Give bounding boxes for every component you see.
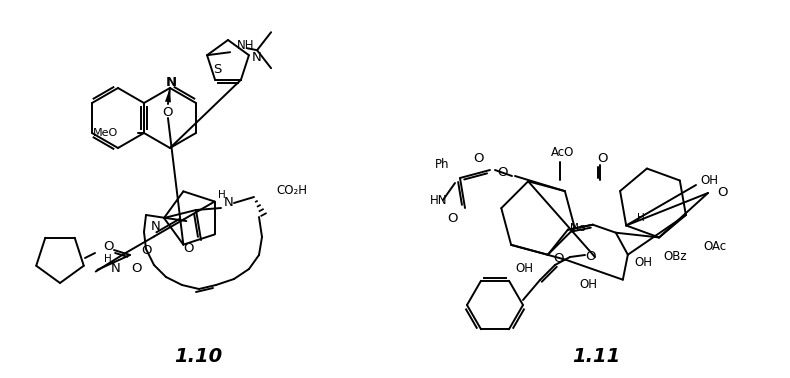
Text: O: O	[447, 212, 457, 225]
Text: O: O	[718, 186, 728, 200]
Text: H: H	[637, 213, 645, 223]
Text: O: O	[103, 240, 113, 254]
Text: 1.11: 1.11	[572, 347, 620, 366]
Text: S: S	[213, 63, 221, 76]
Text: 1.10: 1.10	[174, 347, 222, 366]
Text: O: O	[472, 152, 483, 164]
Text: N: N	[151, 220, 161, 232]
Text: AcO: AcO	[551, 146, 574, 158]
Text: OAc: OAc	[703, 240, 726, 253]
Text: H: H	[218, 190, 226, 200]
Text: O: O	[132, 262, 142, 274]
Text: OH: OH	[700, 175, 718, 187]
Text: O: O	[141, 244, 151, 257]
Text: N: N	[252, 51, 261, 64]
Text: O: O	[553, 251, 563, 265]
Text: Me: Me	[570, 223, 585, 233]
Text: O: O	[163, 105, 173, 118]
Text: OH: OH	[579, 277, 597, 291]
Text: H: H	[103, 254, 111, 264]
Text: N: N	[165, 76, 176, 90]
Text: OH: OH	[634, 257, 652, 270]
Text: MeO: MeO	[92, 128, 118, 138]
Text: N: N	[224, 197, 234, 209]
Text: CO₂H: CO₂H	[276, 184, 307, 197]
Text: Ph: Ph	[435, 158, 450, 172]
Text: N: N	[111, 262, 121, 274]
Text: OBz: OBz	[663, 249, 687, 262]
Polygon shape	[165, 88, 171, 102]
Text: NH: NH	[237, 39, 254, 52]
Text: O: O	[585, 251, 595, 263]
Text: O: O	[598, 152, 608, 164]
Text: O: O	[182, 242, 194, 254]
Text: O: O	[497, 166, 507, 180]
Text: HN: HN	[430, 194, 447, 206]
Text: OH: OH	[515, 262, 533, 274]
